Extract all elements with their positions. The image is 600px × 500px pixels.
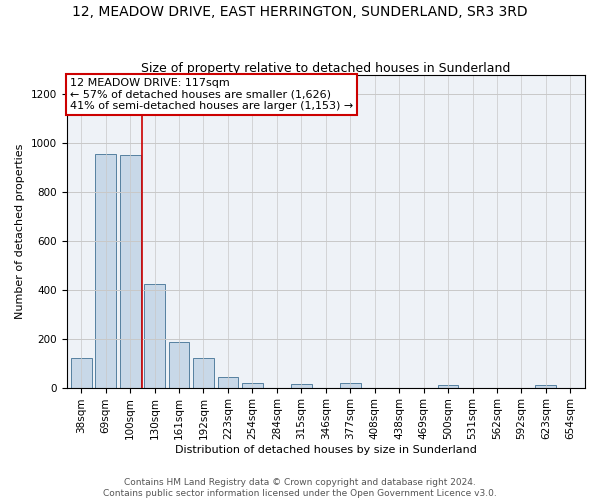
Bar xyxy=(242,382,263,388)
Title: Size of property relative to detached houses in Sunderland: Size of property relative to detached ho… xyxy=(141,62,511,74)
Bar xyxy=(193,358,214,388)
Bar xyxy=(169,342,190,388)
X-axis label: Distribution of detached houses by size in Sunderland: Distribution of detached houses by size … xyxy=(175,445,477,455)
Bar xyxy=(71,358,92,388)
Bar xyxy=(535,385,556,388)
Bar xyxy=(120,155,140,388)
Bar xyxy=(144,284,165,388)
Text: 12 MEADOW DRIVE: 117sqm
← 57% of detached houses are smaller (1,626)
41% of semi: 12 MEADOW DRIVE: 117sqm ← 57% of detache… xyxy=(70,78,353,112)
Bar xyxy=(437,385,458,388)
Y-axis label: Number of detached properties: Number of detached properties xyxy=(15,144,25,318)
Bar xyxy=(218,376,238,388)
Text: Contains HM Land Registry data © Crown copyright and database right 2024.
Contai: Contains HM Land Registry data © Crown c… xyxy=(103,478,497,498)
Text: 12, MEADOW DRIVE, EAST HERRINGTON, SUNDERLAND, SR3 3RD: 12, MEADOW DRIVE, EAST HERRINGTON, SUNDE… xyxy=(72,5,528,19)
Bar xyxy=(95,154,116,388)
Bar xyxy=(291,384,312,388)
Bar xyxy=(340,382,361,388)
